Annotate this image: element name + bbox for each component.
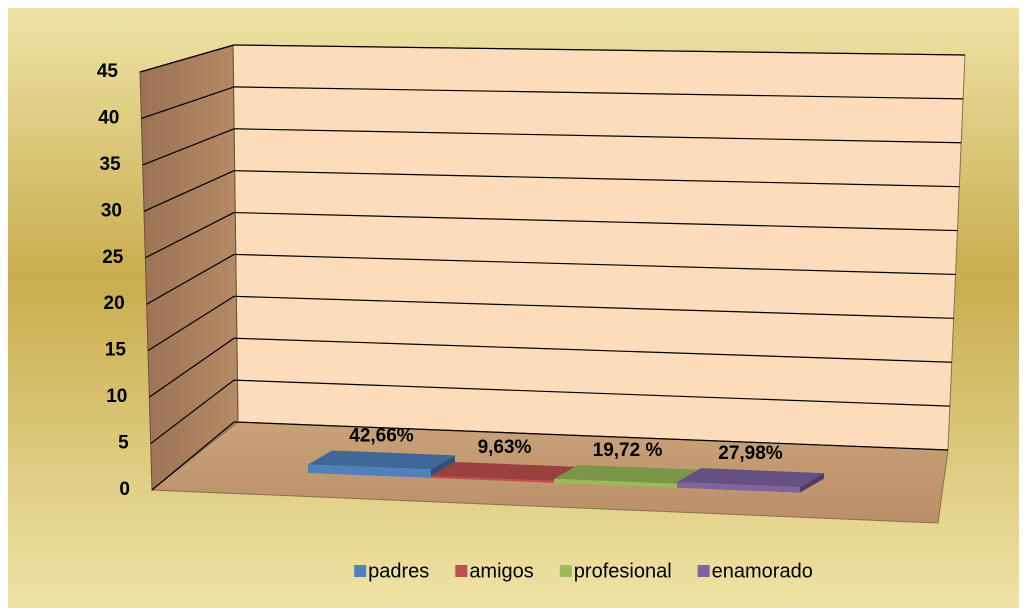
- y-tick-label: 40: [98, 107, 119, 128]
- grid-line: [139, 44, 235, 73]
- bar: [554, 478, 677, 488]
- grid-line: [233, 44, 966, 56]
- legend-label: amigos: [469, 560, 533, 582]
- legend-label: enamorado: [712, 560, 813, 582]
- y-tick-label: 15: [105, 340, 127, 361]
- legend-swatch: [559, 565, 572, 577]
- grid-line: [150, 379, 235, 445]
- y-tick-label: 30: [101, 200, 122, 221]
- y-tick-label: 0: [119, 479, 130, 500]
- data-label: 42,66%: [349, 425, 414, 446]
- legend-swatch: [697, 565, 710, 577]
- y-tick-label: 5: [118, 433, 129, 454]
- data-label: 27,98%: [718, 443, 783, 464]
- back-wall: [232, 44, 966, 451]
- bar: [431, 475, 554, 483]
- y-tick-label: 20: [104, 293, 125, 314]
- legend-swatch: [354, 565, 367, 577]
- side-wall: [139, 44, 239, 492]
- bar-side: [431, 455, 455, 478]
- grid-line: [233, 211, 958, 232]
- legend-label: padres: [368, 560, 429, 582]
- bar-top: [308, 450, 455, 470]
- grid-line: [148, 337, 235, 398]
- bar: [308, 464, 431, 478]
- grid-line: [233, 379, 950, 407]
- grid-line: [233, 170, 960, 188]
- grid-line: [142, 128, 235, 166]
- grid-line: [233, 421, 949, 451]
- y-tick-label: 10: [106, 386, 127, 407]
- bar-top: [677, 468, 824, 488]
- grid-line: [233, 253, 956, 276]
- bar-top: [554, 464, 701, 484]
- bar: [677, 482, 800, 493]
- legend-swatch: [455, 565, 468, 577]
- grid-line: [145, 212, 235, 259]
- grid-line: [233, 295, 954, 319]
- bar-top: [431, 461, 578, 481]
- y-tick-label: 35: [100, 154, 122, 175]
- grid-line: [233, 337, 952, 363]
- legend-label: profesional: [574, 560, 672, 582]
- data-label: 19,72 %: [593, 440, 663, 461]
- grid-line: [233, 128, 962, 144]
- y-tick-label: 25: [102, 247, 124, 268]
- grid-line: [151, 421, 235, 491]
- grid-line: [233, 86, 964, 100]
- grid-line: [143, 170, 235, 212]
- bar-side: [800, 473, 824, 493]
- grid-line: [141, 86, 235, 120]
- y-tick-label: 45: [97, 61, 119, 82]
- grid-line: [146, 253, 235, 305]
- data-label: 9,63%: [478, 437, 532, 458]
- grid-line: [147, 295, 235, 352]
